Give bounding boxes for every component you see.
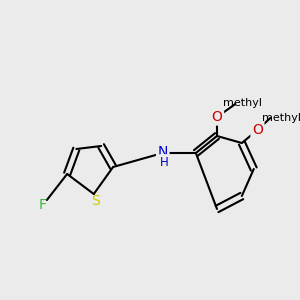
- Text: S: S: [91, 194, 100, 208]
- Text: O: O: [252, 123, 263, 137]
- Text: O: O: [212, 110, 222, 124]
- Text: methyl: methyl: [223, 98, 262, 108]
- Text: methyl: methyl: [262, 113, 300, 123]
- Text: H: H: [160, 155, 169, 169]
- Text: F: F: [38, 198, 46, 212]
- Text: N: N: [158, 145, 168, 159]
